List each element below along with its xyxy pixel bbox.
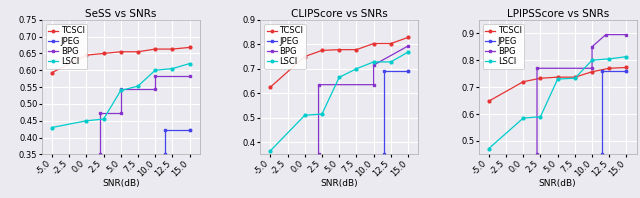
BPG: [602, 33, 610, 36]
Title: LPIPSScore vs SNRs: LPIPSScore vs SNRs: [506, 9, 609, 19]
LSCI: [301, 114, 308, 116]
LSCI: [83, 120, 90, 122]
TCSCI: [353, 49, 360, 51]
LSCI: [186, 62, 193, 65]
TCSCI: [623, 66, 630, 69]
TCSCI: [266, 86, 274, 88]
JPEG: [404, 70, 412, 72]
LSCI: [588, 59, 596, 61]
Line: LSCI: LSCI: [269, 51, 410, 152]
TCSCI: [605, 67, 613, 69]
LSCI: [387, 61, 395, 63]
BPG: [370, 64, 378, 66]
LSCI: [266, 149, 274, 152]
LSCI: [134, 85, 142, 87]
BPG: [96, 153, 104, 156]
X-axis label: SNR(dB): SNR(dB): [539, 179, 577, 188]
BPG: [533, 67, 541, 69]
LSCI: [536, 116, 544, 118]
TCSCI: [186, 46, 193, 49]
JPEG: [162, 153, 170, 156]
LSCI: [48, 126, 56, 129]
LSCI: [623, 55, 630, 58]
LSCI: [168, 67, 176, 70]
Line: JPEG: JPEG: [601, 69, 628, 156]
TCSCI: [370, 42, 378, 45]
LSCI: [571, 77, 579, 79]
TCSCI: [387, 42, 395, 45]
TCSCI: [404, 36, 412, 39]
TCSCI: [48, 71, 56, 74]
TCSCI: [151, 48, 159, 50]
JPEG: [380, 153, 388, 156]
TCSCI: [168, 48, 176, 50]
JPEG: [623, 70, 630, 72]
TCSCI: [83, 54, 90, 56]
LSCI: [353, 68, 360, 70]
BPG: [117, 112, 125, 115]
BPG: [186, 75, 193, 77]
TCSCI: [335, 49, 343, 51]
TCSCI: [536, 77, 544, 79]
TCSCI: [100, 52, 108, 55]
JPEG: [404, 70, 412, 72]
TCSCI: [134, 51, 142, 53]
Line: JPEG: JPEG: [164, 129, 191, 156]
Line: BPG: BPG: [536, 33, 628, 156]
LSCI: [404, 51, 412, 53]
BPG: [533, 153, 541, 156]
Line: TCSCI: TCSCI: [488, 66, 628, 103]
BPG: [315, 84, 323, 86]
LSCI: [520, 117, 527, 119]
Legend: TCSCI, JPEG, BPG, LSCI: TCSCI, JPEG, BPG, LSCI: [264, 24, 306, 69]
BPG: [404, 45, 412, 47]
BPG: [315, 153, 323, 156]
BPG: [151, 75, 159, 77]
BPG: [623, 33, 630, 36]
TCSCI: [571, 76, 579, 78]
TCSCI: [520, 81, 527, 83]
Line: LSCI: LSCI: [51, 62, 191, 129]
JPEG: [598, 70, 606, 72]
TCSCI: [588, 70, 596, 73]
X-axis label: SNR(dB): SNR(dB): [321, 179, 358, 188]
TCSCI: [554, 76, 561, 78]
JPEG: [162, 129, 170, 131]
BPG: [370, 84, 378, 86]
TCSCI: [318, 49, 326, 52]
TCSCI: [117, 51, 125, 53]
JPEG: [186, 129, 193, 131]
Title: CLIPScore vs SNRs: CLIPScore vs SNRs: [291, 9, 388, 19]
LSCI: [151, 69, 159, 71]
Title: SeSS vs SNRs: SeSS vs SNRs: [85, 9, 156, 19]
BPG: [96, 112, 104, 115]
JPEG: [186, 129, 193, 131]
Legend: TCSCI, JPEG, BPG, LSCI: TCSCI, JPEG, BPG, LSCI: [46, 24, 87, 69]
LSCI: [485, 147, 493, 150]
BPG: [588, 46, 596, 48]
LSCI: [370, 61, 378, 63]
LSCI: [554, 78, 561, 80]
Line: TCSCI: TCSCI: [269, 36, 410, 89]
LSCI: [335, 76, 343, 79]
TCSCI: [301, 55, 308, 58]
JPEG: [598, 153, 606, 156]
BPG: [151, 88, 159, 90]
Line: BPG: BPG: [99, 75, 191, 156]
Legend: TCSCI, JPEG, BPG, LSCI: TCSCI, JPEG, BPG, LSCI: [483, 24, 524, 69]
LSCI: [100, 118, 108, 120]
Line: TCSCI: TCSCI: [51, 46, 191, 74]
JPEG: [380, 70, 388, 72]
BPG: [588, 67, 596, 69]
LSCI: [117, 89, 125, 92]
JPEG: [623, 70, 630, 72]
Line: LSCI: LSCI: [488, 55, 628, 150]
Line: BPG: BPG: [317, 45, 410, 156]
TCSCI: [485, 100, 493, 102]
LSCI: [605, 58, 613, 60]
X-axis label: SNR(dB): SNR(dB): [102, 179, 140, 188]
LSCI: [318, 113, 326, 115]
BPG: [117, 88, 125, 90]
Line: JPEG: JPEG: [383, 70, 410, 156]
